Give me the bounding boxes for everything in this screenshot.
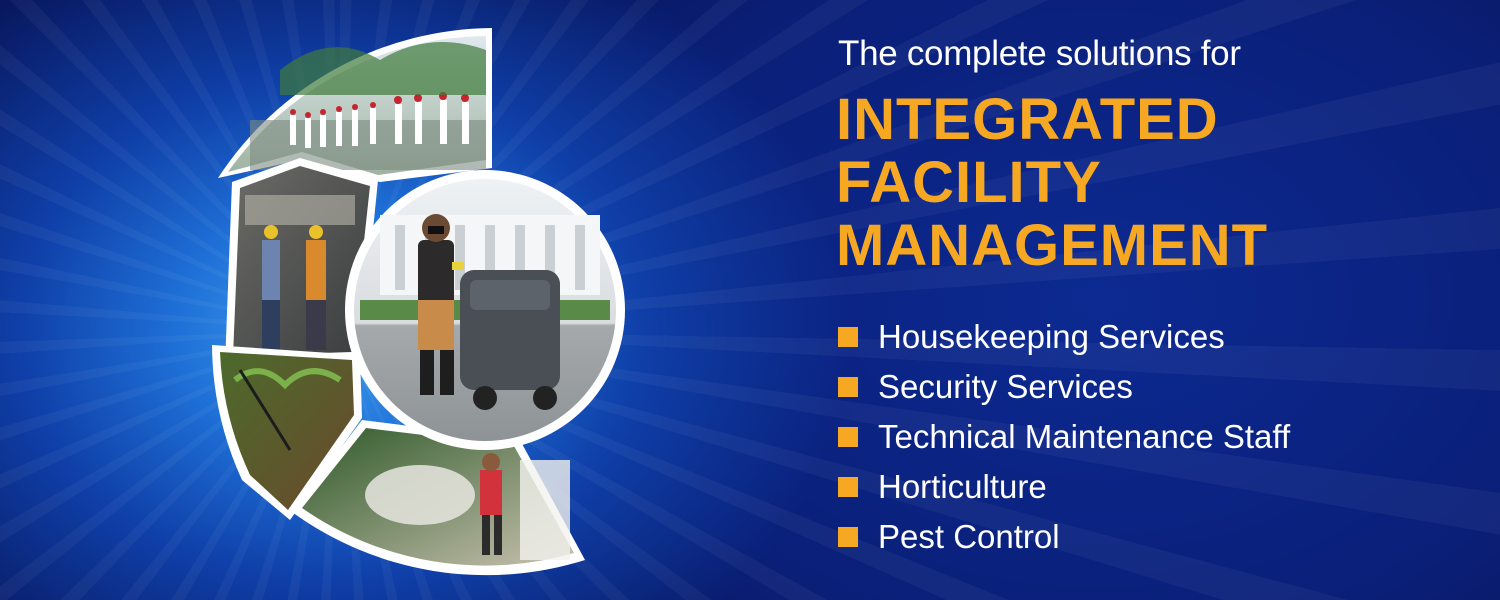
square-bullet-icon <box>838 427 858 447</box>
intro-text: The complete solutions for <box>838 34 1241 73</box>
headline-line-3: MANAGEMENT <box>836 213 1269 278</box>
square-bullet-icon <box>838 477 858 497</box>
pest-control-fogging-photo <box>292 420 585 576</box>
service-item-horticulture: Horticulture <box>838 462 1290 512</box>
security-guards-parade-photo <box>218 28 492 182</box>
headline: INTEGRATED FACILITY MANAGEMENT <box>836 88 1268 277</box>
housekeeping-floor-scrubber-photo <box>345 170 625 450</box>
service-label: Housekeeping Services <box>878 318 1225 355</box>
service-item-pest-control: Pest Control <box>838 512 1290 562</box>
headline-line-2: FACILITY <box>836 150 1102 215</box>
service-item-technical: Technical Maintenance Staff <box>838 412 1290 462</box>
technical-maintenance-workers-photo <box>225 158 378 365</box>
square-bullet-icon <box>838 377 858 397</box>
service-item-housekeeping: Housekeeping Services <box>838 312 1290 362</box>
service-item-security: Security Services <box>838 362 1290 412</box>
service-label: Technical Maintenance Staff <box>878 418 1291 455</box>
service-label: Pest Control <box>878 518 1060 555</box>
headline-line-1: INTEGRATED <box>836 87 1219 152</box>
service-label: Security Services <box>878 368 1133 405</box>
square-bullet-icon <box>838 527 858 547</box>
horticulture-garden-photo <box>212 345 362 520</box>
service-label: Horticulture <box>878 468 1047 505</box>
service-photo-collage <box>212 28 625 576</box>
square-bullet-icon <box>838 327 858 347</box>
services-list: Housekeeping Services Security Services … <box>838 312 1290 562</box>
